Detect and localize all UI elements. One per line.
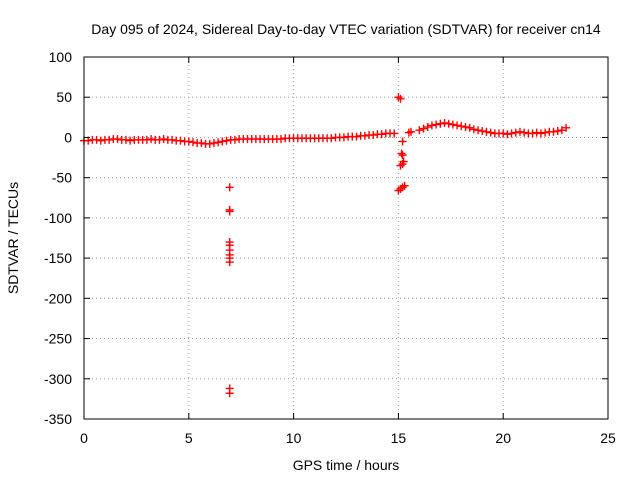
data-point xyxy=(503,130,512,139)
data-point xyxy=(188,138,197,147)
y-tick-label: 50 xyxy=(56,89,72,105)
data-point xyxy=(436,119,445,128)
data-point xyxy=(397,149,406,158)
data-point xyxy=(520,128,529,137)
data-point xyxy=(214,138,223,147)
data-point xyxy=(176,136,185,145)
data-point xyxy=(415,126,424,135)
data-point xyxy=(142,135,151,144)
data-point xyxy=(423,122,432,131)
data-point xyxy=(400,181,409,190)
data-point xyxy=(528,129,537,138)
data-point xyxy=(469,125,478,134)
x-tick-label: 15 xyxy=(391,430,407,446)
data-point xyxy=(105,135,114,144)
y-tick-label: 0 xyxy=(64,129,72,145)
data-point xyxy=(482,127,491,136)
data-point xyxy=(96,136,105,145)
data-point xyxy=(448,120,457,129)
data-point xyxy=(390,129,399,138)
data-points xyxy=(80,93,571,398)
y-tick-label: -200 xyxy=(44,290,72,306)
data-point xyxy=(222,136,231,145)
data-point xyxy=(419,124,428,133)
data-point xyxy=(155,135,164,144)
data-point xyxy=(440,118,449,127)
data-point xyxy=(218,137,227,146)
data-point xyxy=(404,128,413,137)
y-tick-label: -250 xyxy=(44,331,72,347)
data-point xyxy=(478,127,487,136)
data-point xyxy=(427,121,436,130)
y-tick-label: 100 xyxy=(49,49,73,65)
data-point xyxy=(360,131,369,140)
data-point xyxy=(396,94,405,103)
data-point xyxy=(432,120,441,129)
y-tick-label: -150 xyxy=(44,250,72,266)
data-point xyxy=(562,123,571,132)
data-point xyxy=(406,127,415,136)
y-tick-label: -50 xyxy=(52,170,72,186)
data-point xyxy=(461,122,470,131)
data-point xyxy=(92,135,101,144)
data-point xyxy=(553,127,562,136)
chart-title: Day 095 of 2024, Sidereal Day-to-day VTE… xyxy=(91,21,601,37)
data-point xyxy=(457,122,466,131)
y-tick-label: -350 xyxy=(44,411,72,427)
data-point xyxy=(277,135,286,144)
data-point xyxy=(399,157,408,166)
data-point xyxy=(225,207,234,216)
data-point xyxy=(398,151,407,160)
data-point xyxy=(225,183,234,192)
data-point xyxy=(126,136,135,145)
data-point xyxy=(549,127,558,136)
data-point xyxy=(453,121,462,130)
data-point xyxy=(225,258,234,267)
y-axis-label: SDTVAR / TECUs xyxy=(5,182,21,294)
x-tick-label: 0 xyxy=(80,430,88,446)
data-point xyxy=(159,135,168,144)
x-tick-label: 10 xyxy=(286,430,302,446)
data-point xyxy=(499,129,508,138)
plot-frame xyxy=(83,56,609,420)
x-tick-label: 5 xyxy=(185,430,193,446)
data-point xyxy=(398,137,407,146)
data-point xyxy=(394,93,403,102)
x-tick-label: 20 xyxy=(495,430,511,446)
data-point xyxy=(511,128,520,137)
data-point xyxy=(225,389,234,398)
data-point xyxy=(184,137,193,146)
data-point xyxy=(486,128,495,137)
data-point xyxy=(515,127,524,136)
data-point xyxy=(327,134,336,143)
y-tick-label: -300 xyxy=(44,371,72,387)
data-point xyxy=(113,135,122,144)
y-tick-label: -100 xyxy=(44,210,72,226)
data-point xyxy=(205,139,214,148)
x-axis-label: GPS time / hours xyxy=(293,457,400,473)
data-point xyxy=(339,133,348,142)
data-point xyxy=(121,135,130,144)
data-point xyxy=(541,128,550,137)
grid xyxy=(84,57,608,419)
data-point xyxy=(507,129,516,138)
data-point xyxy=(444,119,453,128)
data-point xyxy=(209,139,218,148)
data-point xyxy=(352,132,361,141)
data-point xyxy=(557,126,566,135)
x-tick-label: 25 xyxy=(600,430,616,446)
data-point xyxy=(474,126,483,135)
data-point xyxy=(147,135,156,144)
data-point xyxy=(532,128,541,137)
data-point xyxy=(377,130,386,139)
axis-ticks: 0 5 10 15 20 25 100 50 0 -50 -100 -150 -200 -250 -300 -… xyxy=(44,49,616,446)
data-point xyxy=(369,131,378,140)
data-point xyxy=(465,123,474,132)
data-point xyxy=(168,135,177,144)
data-point xyxy=(536,129,545,138)
data-point xyxy=(197,139,206,148)
data-point xyxy=(84,136,93,145)
data-point xyxy=(230,135,239,144)
